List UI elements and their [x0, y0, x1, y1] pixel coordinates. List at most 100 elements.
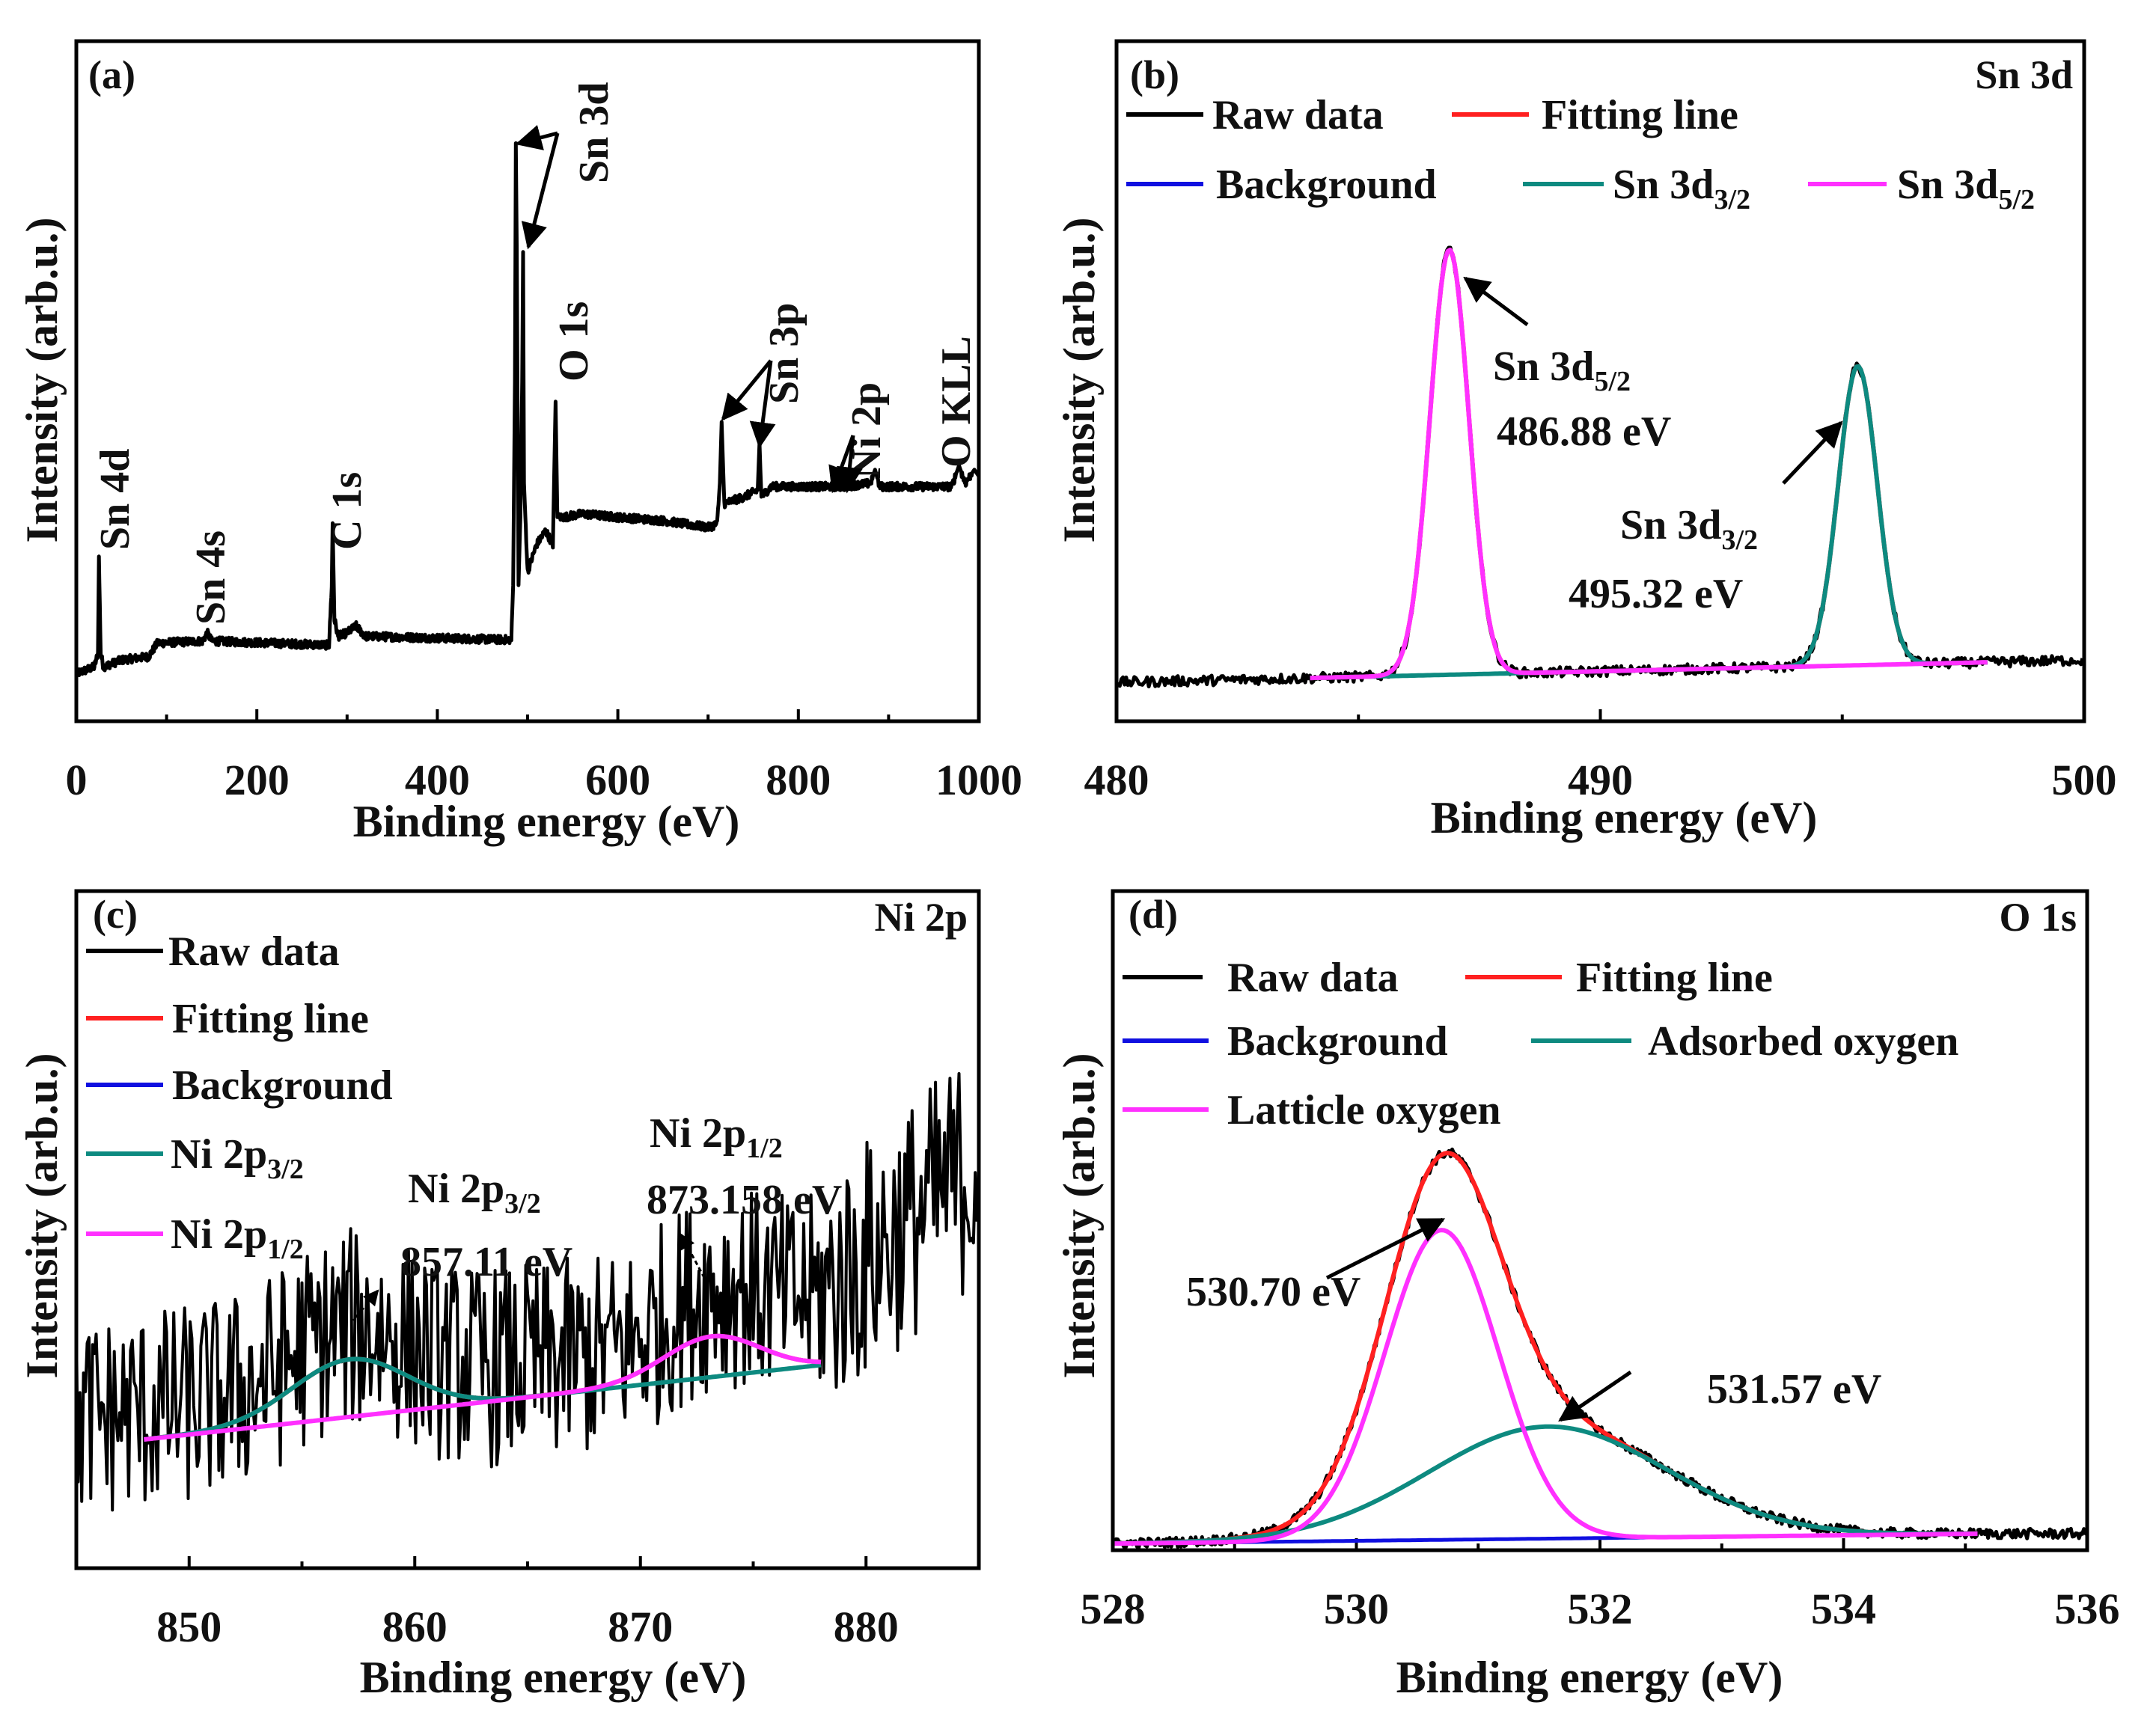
arrow-sn3d52: [1463, 276, 1529, 327]
legend-adsorbed-oxygen: Adsorbed oxygen: [1648, 1018, 1958, 1065]
panel-c: 850 860 870 880 (c) Ni 2p Intensity (arb.u.…: [17, 889, 981, 1702]
o1s-plot-area: 528 530 532 534 536: [1081, 1147, 2120, 1633]
arrow-sn3d-2: [521, 132, 560, 250]
x-tick-label: 850: [156, 1603, 222, 1651]
peak-label-sn4s: Sn 4s: [188, 530, 234, 625]
x-tick-label: 500: [2052, 756, 2117, 804]
panel-title: Sn 3d: [1975, 52, 2073, 97]
raw-data-line: [1114, 245, 2085, 689]
legend-background: Background: [172, 1062, 393, 1109]
x-tick-label: 532: [1568, 1585, 1633, 1633]
x-tick-label: 1000: [935, 756, 1022, 804]
legend-background: Background: [1227, 1018, 1448, 1065]
x-tick-label: 870: [608, 1603, 673, 1651]
legend: Raw data Fitting line Background Ni 2p3/…: [86, 928, 393, 1265]
legend-raw-data: Raw data: [168, 928, 340, 975]
legend: Raw data Fitting line Background Adsorbe…: [1123, 955, 1958, 1133]
adsorbed-oxygen-line: [1112, 1424, 1978, 1546]
panel-b: 480 490 500 (b) Sn 3d Intensity (arb.u.) B…: [1054, 39, 2117, 842]
annotation-sn3d32: Sn 3d3/2: [1620, 502, 1758, 556]
x-tick-label: 490: [1568, 756, 1633, 804]
panel-title: Ni 2p: [874, 895, 968, 940]
sn3d-plot-area: 480 490 500: [1084, 245, 2117, 804]
arrow-sn3d-1: [515, 125, 558, 150]
arrow-adsorbed: [1558, 1370, 1632, 1422]
annotation-ni2p32-value: 857.11 eV: [400, 1239, 572, 1285]
arrow-sn3p-2: [749, 360, 776, 449]
x-tick-label: 860: [382, 1603, 448, 1651]
arrow-ni2p-2: [836, 435, 863, 494]
legend-fitting-line: Fitting line: [1542, 92, 1738, 138]
panel-title: O 1s: [1999, 895, 2077, 940]
panel-a: 0 200 400 600 800 1000 (a) Intensity (arb.u.)…: [17, 39, 1022, 846]
legend-raw-data: Raw data: [1227, 955, 1399, 1001]
annotation-sn3d32-value: 495.32 eV: [1569, 571, 1743, 617]
annotation-ni2p32: Ni 2p3/2: [408, 1166, 541, 1220]
arrow-ni2p-1: [828, 435, 855, 494]
plot-frame: [74, 39, 981, 723]
panel-d: 528 530 532 534 536 (d) O 1s Intensity (arb.…: [1054, 889, 2120, 1702]
legend-lattice-oxygen: Latticle oxygen: [1227, 1087, 1500, 1133]
ni2p-plot-area: 850 860 870 880: [75, 1072, 980, 1651]
legend-sn3d32: Sn 3d3/2: [1613, 162, 1750, 215]
y-axis-label: Intensity (arb.u.): [17, 1053, 67, 1378]
peak-label-sn4d: Sn 4d: [92, 449, 138, 550]
raw-data-line: [1111, 1147, 2089, 1550]
annotation-adsorbed-value: 531.57 eV: [1707, 1366, 1881, 1413]
annotation-sn3d52-value: 486.88 eV: [1497, 408, 1671, 455]
legend-fitting-line: Fitting line: [1576, 955, 1773, 1001]
legend-background: Background: [1216, 162, 1437, 208]
x-axis-label: Binding energy (eV): [353, 797, 740, 846]
x-axis-label: Binding energy (eV): [1431, 793, 1818, 842]
legend-ni2p32: Ni 2p3/2: [171, 1131, 304, 1185]
y-axis-label: Intensity (arb.u.): [1054, 217, 1104, 542]
arrow-sn3p-1: [721, 359, 772, 421]
x-tick-label: 536: [2055, 1585, 2120, 1633]
x-tick-label: 480: [1084, 756, 1149, 804]
x-axis-label: Binding energy (eV): [1396, 1653, 1783, 1702]
raw-data-line: [75, 1072, 979, 1512]
x-tick-label: 0: [66, 756, 88, 804]
x-tick-label: 880: [834, 1603, 899, 1651]
plot-frame: [74, 889, 981, 1570]
peak-label-sn3d: Sn 3d: [571, 82, 617, 183]
legend-ni2p12: Ni 2p1/2: [171, 1211, 304, 1265]
legend-fitting-line: Fitting line: [172, 996, 369, 1042]
sn3d52-fit-line: [1310, 248, 1988, 681]
annotation-ni2p12: Ni 2p1/2: [650, 1110, 783, 1164]
plot-frame: [1111, 889, 2089, 1552]
annotation-ni2p12-value: 873.158 eV: [647, 1177, 842, 1223]
x-tick-label: 600: [585, 756, 650, 804]
ni2p32-fit-line: [144, 1356, 822, 1442]
x-tick-label: 400: [405, 756, 470, 804]
x-axis-label: Binding energy (eV): [360, 1653, 747, 1702]
survey-spectrum-line: [74, 141, 981, 678]
legend: Raw data Fitting line Background Sn 3d3/…: [1126, 92, 2035, 215]
panel-label: (a): [88, 52, 135, 97]
x-tick-label: 528: [1081, 1585, 1146, 1633]
peak-label-c1s: C 1s: [324, 472, 370, 550]
arrow-sn3d32: [1782, 420, 1843, 485]
x-tick-label: 200: [225, 756, 290, 804]
peak-label-o1s: O 1s: [551, 302, 597, 382]
fitting-line: [1112, 1151, 1978, 1546]
ni2p12-fit-line: [144, 1333, 822, 1442]
panel-label: (d): [1129, 892, 1178, 937]
survey-plot-area: 0 200 400 600 800 1000: [66, 141, 1022, 804]
y-axis-label: Intensity (arb.u.): [1054, 1053, 1104, 1378]
plot-frame: [1114, 39, 2086, 723]
legend-raw-data: Raw data: [1212, 92, 1384, 138]
peak-label-okll: O KLL: [933, 336, 980, 468]
lattice-oxygen-line: [1112, 1228, 1978, 1546]
legend-sn3d52: Sn 3d5/2: [1897, 162, 2035, 215]
arrow-lattice: [1325, 1217, 1446, 1280]
annotation-sn3d52: Sn 3d5/2: [1493, 343, 1631, 397]
x-tick-label: 534: [1811, 1585, 1876, 1633]
arrow-ni2p12: [680, 1233, 709, 1284]
y-axis-label: Intensity (arb.u.): [17, 217, 67, 542]
x-tick-label: 800: [766, 756, 831, 804]
arrow-ni2p32: [352, 1289, 379, 1321]
x-tick-label: 530: [1324, 1585, 1389, 1633]
panel-label: (b): [1130, 52, 1179, 97]
